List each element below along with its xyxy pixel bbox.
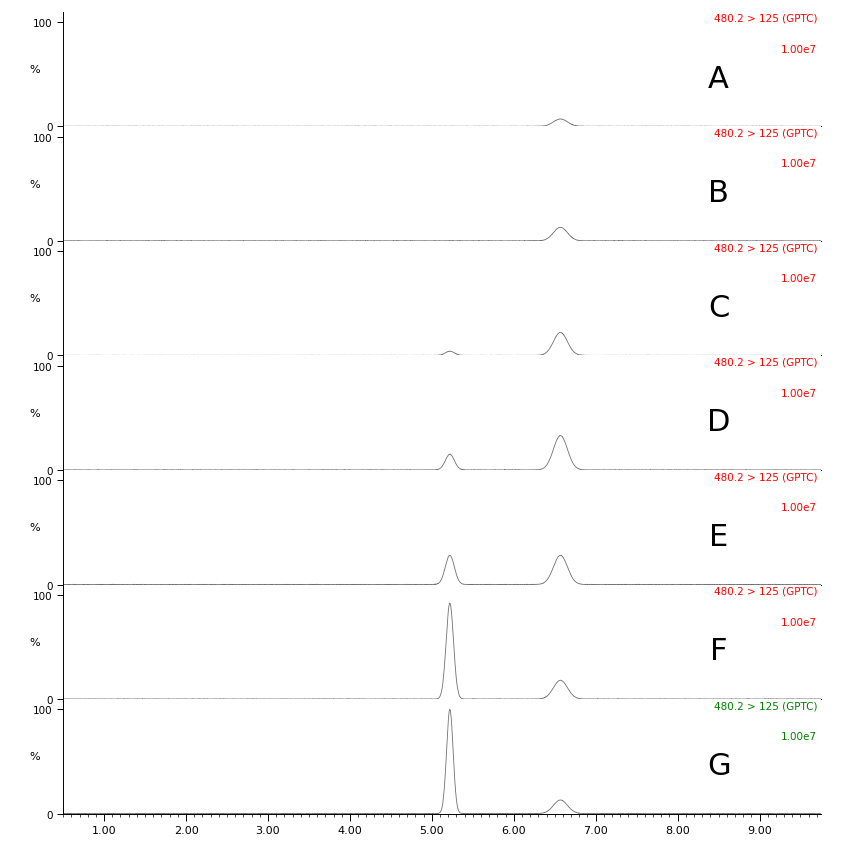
Text: 1.00e7: 1.00e7 <box>781 45 817 55</box>
Text: 1.00e7: 1.00e7 <box>781 159 817 170</box>
Text: E: E <box>709 522 728 551</box>
Text: B: B <box>708 179 729 208</box>
Text: %: % <box>29 751 40 762</box>
Text: %: % <box>29 180 40 189</box>
Text: 1.00e7: 1.00e7 <box>781 731 817 741</box>
Text: 1.00e7: 1.00e7 <box>781 273 817 284</box>
Text: 480.2 > 125 (GPTC): 480.2 > 125 (GPTC) <box>714 129 817 138</box>
Text: 480.2 > 125 (GPTC): 480.2 > 125 (GPTC) <box>714 243 817 253</box>
Text: 480.2 > 125 (GPTC): 480.2 > 125 (GPTC) <box>714 586 817 596</box>
Text: 480.2 > 125 (GPTC): 480.2 > 125 (GPTC) <box>714 700 817 711</box>
Text: 1.00e7: 1.00e7 <box>781 617 817 627</box>
Text: D: D <box>707 408 730 437</box>
Text: %: % <box>29 522 40 532</box>
Text: %: % <box>29 294 40 304</box>
Text: 480.2 > 125 (GPTC): 480.2 > 125 (GPTC) <box>714 14 817 24</box>
Text: 1.00e7: 1.00e7 <box>781 503 817 512</box>
Text: %: % <box>29 408 40 418</box>
Text: 480.2 > 125 (GPTC): 480.2 > 125 (GPTC) <box>714 471 817 481</box>
Text: G: G <box>706 751 731 780</box>
Text: %: % <box>29 65 40 75</box>
Text: 480.2 > 125 (GPTC): 480.2 > 125 (GPTC) <box>714 357 817 367</box>
Text: %: % <box>29 637 40 647</box>
Text: A: A <box>708 65 729 94</box>
Text: 1.00e7: 1.00e7 <box>781 388 817 398</box>
Text: F: F <box>710 636 727 665</box>
Text: C: C <box>708 293 729 322</box>
